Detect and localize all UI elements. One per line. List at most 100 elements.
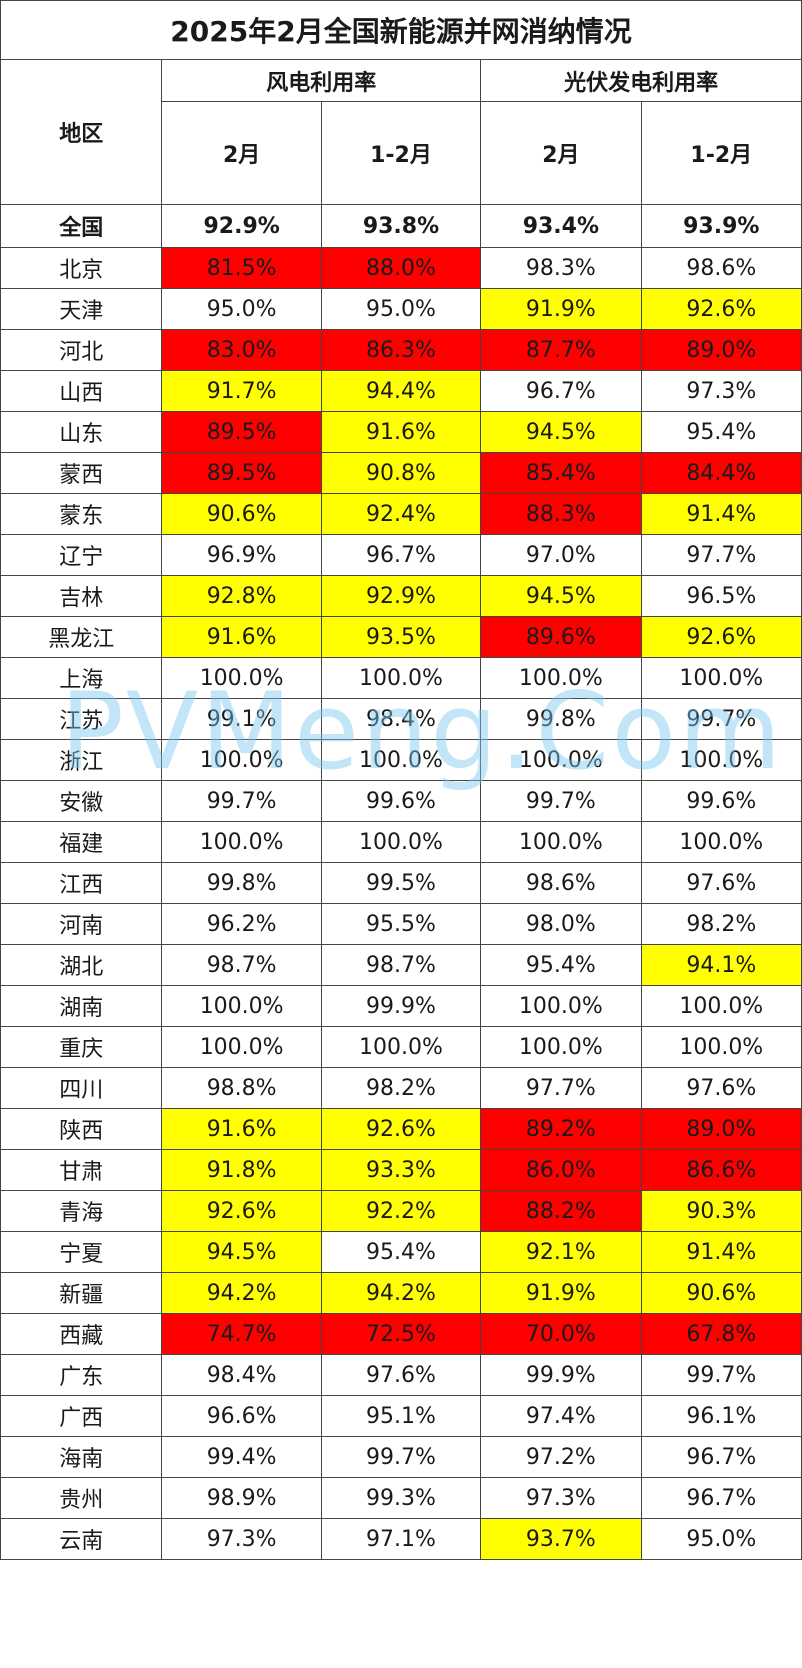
region-cell: 福建: [0, 821, 163, 863]
value-cell: 90.6%: [161, 493, 322, 535]
value-cell: 95.4%: [320, 1231, 482, 1273]
table-row: 广西 96.6% 95.1% 97.4% 96.1%: [0, 1395, 802, 1437]
header-wind-janfeb: 1-2月: [320, 101, 482, 205]
value-cell: 99.8%: [480, 698, 642, 740]
region-cell: 河南: [0, 903, 163, 945]
value-cell: 98.0%: [480, 903, 642, 945]
region-cell: 天津: [0, 288, 163, 330]
header-solar-feb: 2月: [480, 101, 642, 205]
value-cell: 98.4%: [320, 698, 482, 740]
region-cell: 宁夏: [0, 1231, 163, 1273]
region-cell: 湖南: [0, 985, 163, 1027]
table-row: 重庆 100.0% 100.0% 100.0% 100.0%: [0, 1026, 802, 1068]
table-row-total: 全国 92.9% 93.8% 93.4% 93.9%: [0, 204, 802, 248]
region-cell: 甘肃: [0, 1149, 163, 1191]
table-row: 广东 98.4% 97.6% 99.9% 99.7%: [0, 1354, 802, 1396]
value-cell: 98.7%: [320, 944, 482, 986]
region-cell: 重庆: [0, 1026, 163, 1068]
region-cell: 贵州: [0, 1477, 163, 1519]
region-cell: 浙江: [0, 739, 163, 781]
value-cell: 100.0%: [161, 657, 322, 699]
value-cell: 100.0%: [640, 985, 802, 1027]
region-cell: 吉林: [0, 575, 163, 617]
value-cell: 92.9%: [161, 204, 322, 248]
value-cell: 96.7%: [640, 1436, 802, 1478]
value-cell: 100.0%: [640, 821, 802, 863]
value-cell: 97.7%: [640, 534, 802, 576]
value-cell: 88.3%: [480, 493, 642, 535]
table-row: 吉林 92.8% 92.9% 94.5% 96.5%: [0, 575, 802, 617]
value-cell: 91.7%: [161, 370, 322, 412]
region-cell: 海南: [0, 1436, 163, 1478]
value-cell: 89.0%: [640, 329, 802, 371]
value-cell: 98.2%: [640, 903, 802, 945]
value-cell: 100.0%: [640, 657, 802, 699]
value-cell: 99.9%: [480, 1354, 642, 1396]
region-cell: 全国: [0, 204, 163, 248]
value-cell: 98.7%: [161, 944, 322, 986]
table-row: 蒙东 90.6% 92.4% 88.3% 91.4%: [0, 493, 802, 535]
value-cell: 92.1%: [480, 1231, 642, 1273]
value-cell: 100.0%: [640, 739, 802, 781]
region-cell: 辽宁: [0, 534, 163, 576]
value-cell: 97.0%: [480, 534, 642, 576]
value-cell: 100.0%: [320, 657, 482, 699]
table-row: 陕西 91.6% 92.6% 89.2% 89.0%: [0, 1108, 802, 1150]
value-cell: 95.5%: [320, 903, 482, 945]
value-cell: 94.2%: [161, 1272, 322, 1314]
value-cell: 99.6%: [640, 780, 802, 822]
value-cell: 93.4%: [480, 204, 642, 248]
value-cell: 96.9%: [161, 534, 322, 576]
value-cell: 99.3%: [320, 1477, 482, 1519]
value-cell: 97.4%: [480, 1395, 642, 1437]
value-cell: 88.0%: [320, 247, 482, 289]
value-cell: 97.7%: [480, 1067, 642, 1109]
value-cell: 96.7%: [640, 1477, 802, 1519]
region-cell: 西藏: [0, 1313, 163, 1355]
region-cell: 新疆: [0, 1272, 163, 1314]
value-cell: 92.8%: [161, 575, 322, 617]
value-cell: 89.5%: [161, 452, 322, 494]
value-cell: 100.0%: [320, 739, 482, 781]
value-cell: 99.7%: [320, 1436, 482, 1478]
value-cell: 70.0%: [480, 1313, 642, 1355]
table-row: 江苏 99.1% 98.4% 99.8% 99.7%: [0, 698, 802, 740]
value-cell: 100.0%: [480, 985, 642, 1027]
region-cell: 四川: [0, 1067, 163, 1109]
value-cell: 100.0%: [161, 1026, 322, 1068]
value-cell: 100.0%: [161, 985, 322, 1027]
header-solar: 光伏发电利用率: [480, 59, 802, 102]
value-cell: 91.6%: [161, 616, 322, 658]
value-cell: 86.6%: [640, 1149, 802, 1191]
value-cell: 99.1%: [161, 698, 322, 740]
value-cell: 100.0%: [480, 657, 642, 699]
value-cell: 91.8%: [161, 1149, 322, 1191]
value-cell: 100.0%: [480, 1026, 642, 1068]
value-cell: 100.0%: [480, 739, 642, 781]
value-cell: 97.1%: [320, 1518, 482, 1560]
table-row: 甘肃 91.8% 93.3% 86.0% 86.6%: [0, 1149, 802, 1191]
value-cell: 96.6%: [161, 1395, 322, 1437]
region-cell: 江苏: [0, 698, 163, 740]
value-cell: 94.1%: [640, 944, 802, 986]
region-cell: 安徽: [0, 780, 163, 822]
value-cell: 98.4%: [161, 1354, 322, 1396]
value-cell: 99.7%: [161, 780, 322, 822]
value-cell: 100.0%: [320, 821, 482, 863]
value-cell: 97.3%: [161, 1518, 322, 1560]
table-title: 2025年2月全国新能源并网消纳情况: [0, 0, 802, 60]
value-cell: 97.3%: [640, 370, 802, 412]
table-row: 黑龙江 91.6% 93.5% 89.6% 92.6%: [0, 616, 802, 658]
value-cell: 99.7%: [640, 1354, 802, 1396]
region-cell: 北京: [0, 247, 163, 289]
table-row: 河南 96.2% 95.5% 98.0% 98.2%: [0, 903, 802, 945]
value-cell: 92.6%: [640, 288, 802, 330]
value-cell: 88.2%: [480, 1190, 642, 1232]
value-cell: 89.5%: [161, 411, 322, 453]
region-cell: 上海: [0, 657, 163, 699]
value-cell: 94.5%: [480, 411, 642, 453]
value-cell: 99.8%: [161, 862, 322, 904]
table-row: 西藏 74.7% 72.5% 70.0% 67.8%: [0, 1313, 802, 1355]
region-cell: 河北: [0, 329, 163, 371]
table-row: 北京 81.5% 88.0% 98.3% 98.6%: [0, 247, 802, 289]
